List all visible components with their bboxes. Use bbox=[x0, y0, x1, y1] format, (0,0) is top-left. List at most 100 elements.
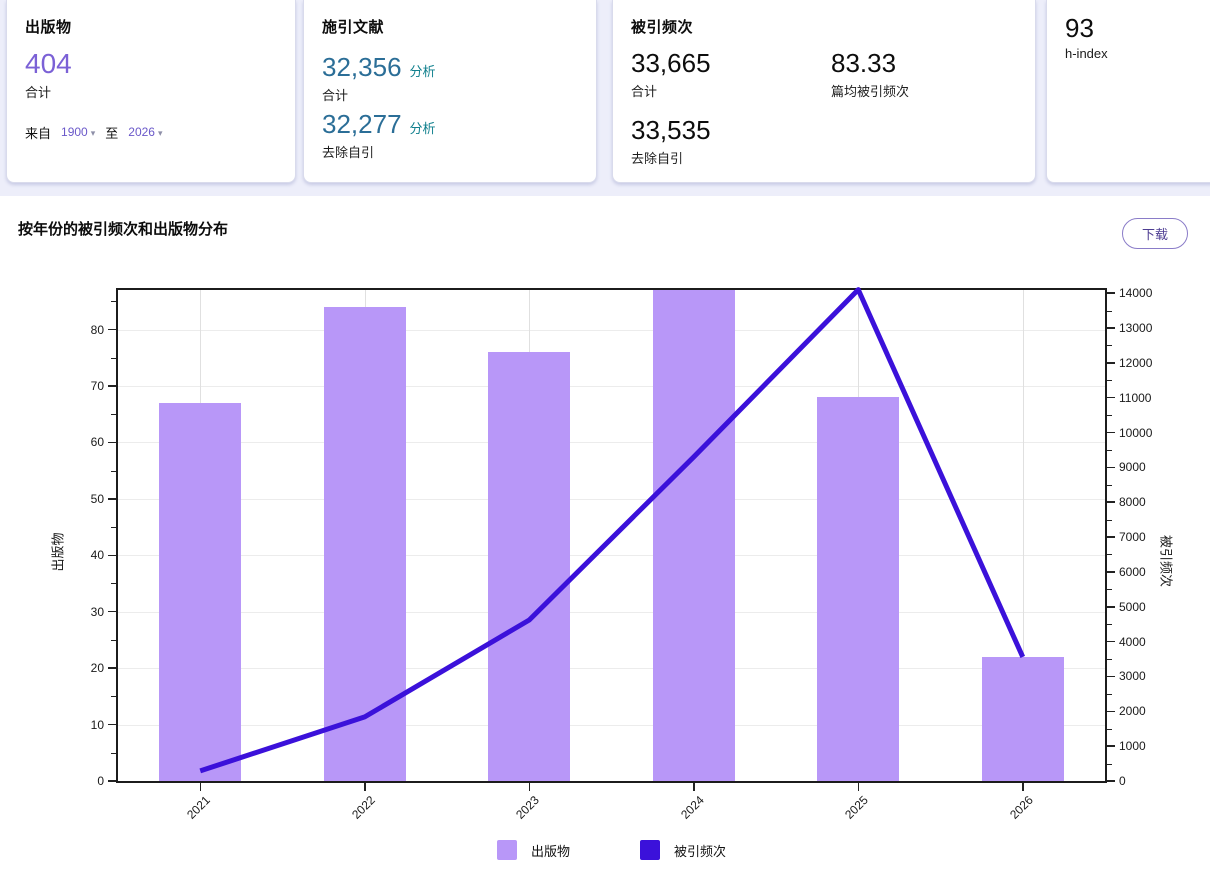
right-minor-tick bbox=[1107, 449, 1112, 451]
left-tick-label: 60 bbox=[90, 435, 104, 450]
right-minor-tick bbox=[1107, 519, 1112, 521]
citing-card-title: 施引文献 bbox=[322, 19, 385, 36]
citing-excl-self-label: 去除自引 bbox=[322, 144, 375, 160]
right-minor-tick bbox=[1107, 589, 1112, 591]
left-tick bbox=[108, 780, 116, 782]
v-gridline bbox=[858, 290, 860, 781]
bar-2021 bbox=[159, 402, 242, 781]
chart-section-title: 按年份的被引频次和出版物分布 bbox=[18, 221, 229, 238]
h-index-value: 93 bbox=[1065, 13, 1094, 43]
h-gridline bbox=[118, 385, 1105, 387]
right-axis-label: 被引频次 bbox=[1158, 534, 1174, 588]
left-tick-label: 40 bbox=[90, 548, 104, 563]
from-label: 来自 bbox=[25, 125, 52, 141]
left-tick bbox=[108, 723, 116, 726]
right-tick bbox=[1107, 396, 1115, 399]
h-gridline bbox=[118, 498, 1105, 500]
from-year-select[interactable]: 1900 ▾ bbox=[61, 125, 96, 140]
right-tick bbox=[1107, 606, 1115, 608]
x-tick bbox=[1022, 783, 1024, 791]
left-tick-label: 10 bbox=[90, 717, 104, 732]
left-tick-label: 0 bbox=[97, 774, 104, 788]
publications-total: 404 bbox=[25, 48, 72, 79]
x-tick-label-2022: 2022 bbox=[348, 793, 378, 822]
v-gridline bbox=[693, 290, 695, 781]
bar-2024 bbox=[652, 290, 735, 781]
left-minor-tick bbox=[111, 357, 116, 359]
cited-average-label: 篇均被引频次 bbox=[831, 83, 910, 99]
right-tick-label: 13000 bbox=[1119, 320, 1153, 335]
right-tick-label: 14000 bbox=[1119, 286, 1153, 301]
publications-card: 出版物 404 合计 来自 1900 ▾ 至 2026 ▾ bbox=[6, 0, 296, 183]
h-gridline bbox=[118, 442, 1105, 444]
right-tick bbox=[1107, 780, 1115, 782]
right-minor-tick bbox=[1107, 693, 1112, 695]
legend-label: 被引频次 bbox=[674, 843, 727, 859]
right-minor-tick bbox=[1107, 345, 1112, 347]
times-cited-card: 被引频次 33,665 合计 83.33 篇均被引频次 33,535 去除自引 bbox=[612, 0, 1036, 183]
right-tick bbox=[1107, 501, 1115, 503]
right-tick-label: 12000 bbox=[1119, 355, 1153, 370]
right-tick bbox=[1107, 675, 1115, 678]
right-tick-label: 8000 bbox=[1119, 495, 1146, 510]
right-tick bbox=[1107, 466, 1115, 469]
h-gridline bbox=[118, 668, 1105, 670]
legend-item-bar: 出版物 bbox=[496, 840, 570, 860]
right-tick-label: 0 bbox=[1119, 774, 1126, 788]
right-minor-tick bbox=[1107, 554, 1112, 556]
citing-total-label: 合计 bbox=[322, 87, 349, 103]
x-tick bbox=[364, 783, 366, 791]
left-axis-label: 出版物 bbox=[50, 532, 66, 572]
left-tick bbox=[108, 328, 116, 331]
to-label: 至 bbox=[105, 125, 119, 141]
download-button[interactable]: 下载 bbox=[1122, 218, 1188, 249]
right-tick-label: 9000 bbox=[1119, 460, 1146, 475]
h-gridline bbox=[118, 724, 1105, 726]
v-gridline bbox=[200, 290, 202, 781]
left-tick bbox=[108, 441, 116, 444]
bar-2022 bbox=[323, 306, 406, 781]
x-tick-label-2023: 2023 bbox=[513, 793, 543, 822]
legend-swatch bbox=[496, 840, 517, 860]
right-tick-label: 4000 bbox=[1119, 634, 1146, 649]
to-year-select[interactable]: 2026 ▾ bbox=[128, 125, 163, 140]
citing-total-analyze-link[interactable]: 分析 bbox=[409, 64, 436, 79]
plot-frame bbox=[116, 288, 1107, 783]
right-tick bbox=[1107, 431, 1115, 434]
right-minor-tick bbox=[1107, 728, 1112, 730]
right-tick bbox=[1107, 362, 1115, 364]
x-tick-label-2026: 2026 bbox=[1006, 793, 1036, 822]
cited-excl-self: 33,535 bbox=[631, 114, 711, 145]
left-minor-tick bbox=[111, 583, 116, 585]
right-minor-tick bbox=[1107, 763, 1112, 765]
legend-swatch bbox=[640, 840, 660, 860]
citing-excl-self-analyze-link[interactable]: 分析 bbox=[409, 120, 436, 136]
cited-total-label: 合计 bbox=[631, 83, 658, 99]
x-tick bbox=[857, 783, 859, 791]
left-tick bbox=[108, 610, 116, 613]
h-gridline bbox=[118, 329, 1105, 331]
right-tick-label: 6000 bbox=[1119, 564, 1146, 579]
left-minor-tick bbox=[111, 470, 116, 472]
bar-2025 bbox=[817, 397, 900, 781]
left-tick-label: 70 bbox=[90, 378, 104, 393]
x-tick bbox=[693, 783, 695, 791]
citing-excl-self: 32,277 bbox=[322, 108, 402, 139]
left-tick-label: 50 bbox=[90, 491, 104, 506]
h-index-card: 93 h-index bbox=[1046, 0, 1210, 183]
cited-card-title: 被引频次 bbox=[631, 19, 694, 36]
right-tick bbox=[1107, 745, 1115, 747]
h-index-label: h-index bbox=[1065, 45, 1108, 61]
right-tick-label: 7000 bbox=[1119, 530, 1146, 545]
v-gridline bbox=[529, 290, 531, 781]
cited-total: 33,665 bbox=[631, 48, 711, 78]
right-tick bbox=[1107, 292, 1115, 294]
right-minor-tick bbox=[1107, 310, 1112, 312]
bar-2026 bbox=[981, 656, 1064, 781]
left-minor-tick bbox=[111, 752, 116, 754]
left-minor-tick bbox=[111, 639, 116, 641]
chevron-down-icon: ▾ bbox=[90, 128, 96, 139]
left-minor-tick bbox=[111, 301, 116, 303]
legend-label: 出版物 bbox=[530, 843, 570, 859]
